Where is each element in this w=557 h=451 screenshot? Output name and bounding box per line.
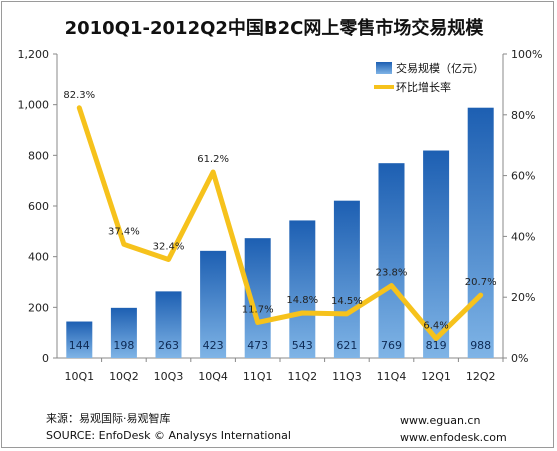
bar xyxy=(378,163,405,358)
bar-value-label: 263 xyxy=(158,339,179,352)
source-cn: 来源：易观国际·易观智库 xyxy=(46,412,171,425)
x-tick-label: 10Q1 xyxy=(64,370,94,383)
growth-line xyxy=(76,105,484,342)
right-tick-label: 100% xyxy=(511,48,542,61)
data-labels: 144 198 263 423 473 543 621 769 819 988 82.3% 37.4%… xyxy=(63,90,496,352)
x-tick-label: 10Q4 xyxy=(198,370,228,383)
bar xyxy=(200,250,227,358)
bar xyxy=(423,150,450,358)
bar-value-label: 543 xyxy=(292,339,313,352)
growth-value-label: 37.4% xyxy=(108,226,140,237)
axes: 0 200 400 600 800 1,000 1,200 0% 20% 40% 60% 80% 100… xyxy=(18,48,543,383)
x-tick-label: 10Q2 xyxy=(109,370,139,383)
growth-series-line xyxy=(76,105,484,342)
left-tick-label: 1,200 xyxy=(18,48,50,61)
url-enfodesk[interactable]: www.enfodesk.com xyxy=(400,431,507,444)
bar xyxy=(66,321,93,358)
bar xyxy=(333,200,360,358)
left-tick-label: 800 xyxy=(28,149,49,162)
growth-value-label: 82.3% xyxy=(63,90,95,101)
growth-value-label: 23.8% xyxy=(376,268,408,279)
bar xyxy=(467,107,494,358)
bar xyxy=(110,307,137,358)
legend: 交易规模（亿元） 环比增长率 xyxy=(374,61,484,94)
legend-bar-label: 交易规模（亿元） xyxy=(396,61,484,75)
bars xyxy=(66,107,494,358)
x-tick-label: 12Q2 xyxy=(466,370,496,383)
url-eguan[interactable]: www.eguan.cn xyxy=(400,414,481,427)
left-tick-label: 0 xyxy=(42,352,49,365)
bar-value-label: 144 xyxy=(69,339,90,352)
legend-bar-swatch xyxy=(376,62,392,74)
bar xyxy=(155,291,182,358)
left-tick-label: 200 xyxy=(28,301,49,314)
growth-value-label: 6.4% xyxy=(423,321,448,332)
right-tick-label: 0% xyxy=(511,352,528,365)
source-en: SOURCE: EnfoDesk © Analysys Internationa… xyxy=(46,429,291,442)
growth-value-label: 61.2% xyxy=(197,154,229,165)
bar-value-label: 988 xyxy=(470,339,491,352)
bar-value-label: 423 xyxy=(203,339,224,352)
right-tick-label: 80% xyxy=(511,109,535,122)
growth-value-label: 20.7% xyxy=(465,277,497,288)
bar xyxy=(289,220,316,358)
legend-line-label: 环比增长率 xyxy=(396,80,451,94)
x-tick-label: 12Q1 xyxy=(421,370,451,383)
bar-value-label: 621 xyxy=(336,339,357,352)
growth-value-label: 14.8% xyxy=(286,295,318,306)
bar-value-label: 769 xyxy=(381,339,402,352)
x-tick-label: 11Q3 xyxy=(332,370,362,383)
left-tick-label: 400 xyxy=(28,251,49,264)
x-tick-label: 11Q4 xyxy=(377,370,407,383)
right-tick-label: 20% xyxy=(511,291,535,304)
growth-value-label: 32.4% xyxy=(153,242,185,253)
x-tick-label: 10Q3 xyxy=(154,370,184,383)
right-tick-label: 40% xyxy=(511,230,535,243)
left-tick-label: 1,000 xyxy=(18,99,50,112)
bar-value-label: 473 xyxy=(247,339,268,352)
right-tick-label: 60% xyxy=(511,170,535,183)
growth-value-label: 14.5% xyxy=(331,296,363,307)
x-tick-label: 11Q1 xyxy=(243,370,273,383)
chart-title: 2010Q1-2012Q2中国B2C网上零售市场交易规模 xyxy=(65,17,485,39)
growth-value-label: 11.7% xyxy=(242,304,274,315)
bar-value-label: 198 xyxy=(113,339,134,352)
bar-value-label: 819 xyxy=(426,339,447,352)
left-tick-label: 600 xyxy=(28,200,49,213)
x-tick-label: 11Q2 xyxy=(287,370,317,383)
